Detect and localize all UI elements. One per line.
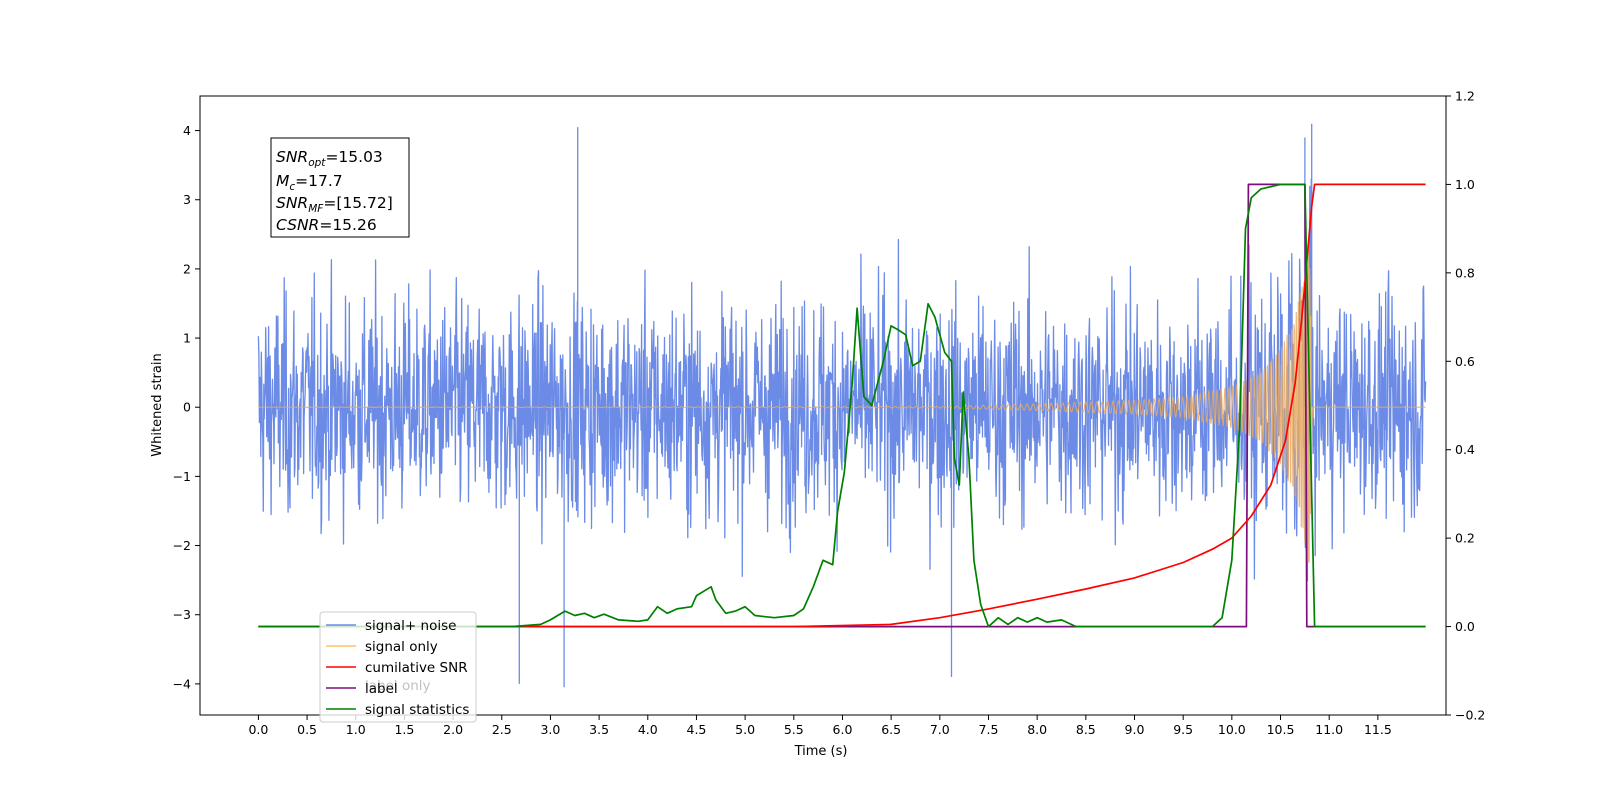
x-tick-label: 10.5 bbox=[1267, 722, 1295, 737]
x-tick-label: 2.0 bbox=[443, 722, 463, 737]
legend-label-signal-only: signal only bbox=[365, 639, 438, 655]
legend-label-label: label bbox=[365, 681, 398, 697]
x-tick-label: 4.5 bbox=[687, 722, 707, 737]
y2-axis-ticks: −0.2 0.0 0.2 0.4 0.6 0.8 1.0 1.2 bbox=[1446, 89, 1485, 723]
y-tick-label: −3 bbox=[173, 607, 191, 622]
y2-tick-label: −0.2 bbox=[1455, 708, 1485, 723]
y2-tick-label: 1.2 bbox=[1455, 89, 1475, 104]
x-tick-label: 3.0 bbox=[540, 722, 560, 737]
y2-tick-label: 0.8 bbox=[1455, 265, 1475, 280]
x-tick-label: 10.0 bbox=[1218, 722, 1246, 737]
x-tick-label: 8.5 bbox=[1076, 722, 1096, 737]
x-tick-label: 1.0 bbox=[346, 722, 366, 737]
x-tick-label: 7.0 bbox=[930, 722, 950, 737]
y-axis-label: Whitened strain bbox=[150, 353, 165, 456]
x-tick-label: 8.0 bbox=[1027, 722, 1047, 737]
annotation-line-snr-opt: SNRopt=15.03 bbox=[276, 148, 383, 169]
x-tick-label: 11.0 bbox=[1315, 722, 1343, 737]
legend-label-signal-statistics: signal statistics bbox=[365, 702, 469, 718]
y-tick-label: −4 bbox=[173, 676, 191, 691]
y-tick-label: 0 bbox=[183, 400, 191, 415]
x-tick-label: 5.0 bbox=[735, 722, 755, 737]
legend-entry-signal-statistics: signal statistics bbox=[326, 702, 469, 718]
x-tick-label: 6.5 bbox=[881, 722, 901, 737]
legend-entry-signal-only: signal only bbox=[326, 639, 438, 655]
x-tick-label: 4.0 bbox=[638, 722, 658, 737]
legend-frame bbox=[319, 611, 477, 723]
y-tick-label: −1 bbox=[173, 469, 191, 484]
legend-entry-cumilative-snr: cumilative SNR bbox=[326, 660, 468, 676]
x-tick-label: 0.5 bbox=[297, 722, 317, 737]
legend-entry-label: label bbox=[326, 681, 398, 697]
legend: label only signal+ noise signal only cum… bbox=[319, 611, 477, 723]
x-tick-label: 5.5 bbox=[784, 722, 804, 737]
annotation-line-snr-mf: SNRMF=[15.72] bbox=[276, 194, 393, 215]
x-tick-label: 9.0 bbox=[1125, 722, 1145, 737]
x-tick-label: 0.0 bbox=[248, 722, 268, 737]
y-axis-ticks: −4 −3 −2 −1 0 1 2 3 4 bbox=[173, 123, 200, 691]
y-tick-label: −2 bbox=[173, 538, 191, 553]
y2-tick-label: 0.6 bbox=[1455, 354, 1475, 369]
x-tick-label: 3.5 bbox=[589, 722, 609, 737]
plot-area bbox=[199, 95, 1447, 716]
annotation-box: SNRopt=15.03 Mc=17.7 SNRMF=[15.72] CSNR=… bbox=[270, 137, 410, 238]
axes-frame bbox=[199, 95, 1447, 716]
x-tick-label: 11.5 bbox=[1364, 722, 1392, 737]
series-signal-only bbox=[258, 238, 1426, 563]
y2-tick-label: 0.4 bbox=[1455, 442, 1475, 457]
annotation-line-mc: Mc=17.7 bbox=[276, 172, 343, 193]
legend-entry-signal-noise: signal+ noise bbox=[326, 618, 456, 634]
series-layer bbox=[257, 123, 1427, 688]
y-tick-label: 3 bbox=[183, 192, 191, 207]
legend-label-signal-noise: signal+ noise bbox=[365, 618, 456, 634]
annotation-frame bbox=[270, 137, 410, 238]
legend-hidden-label: label only bbox=[365, 678, 431, 694]
y-tick-label: 4 bbox=[183, 123, 191, 138]
x-tick-label: 1.5 bbox=[394, 722, 414, 737]
x-tick-label: 9.5 bbox=[1173, 722, 1193, 737]
y-tick-label: 2 bbox=[183, 261, 191, 276]
y2-tick-label: 1.0 bbox=[1455, 177, 1475, 192]
annotation-line-csnr: CSNR=15.26 bbox=[276, 216, 377, 234]
x-tick-label: 6.0 bbox=[833, 722, 853, 737]
y2-tick-label: 0.0 bbox=[1455, 619, 1475, 634]
x-axis-ticks: 0.0 0.5 1.0 1.5 2.0 2.5 3.0 3.5 4.0 4.5 5.0 5.5 6.0 6… bbox=[248, 715, 1392, 737]
series-signal-statistics bbox=[258, 183, 1426, 628]
x-axis-label: Time (s) bbox=[794, 744, 848, 759]
legend-label-cumilative-snr: cumilative SNR bbox=[365, 660, 468, 676]
x-tick-label: 2.5 bbox=[492, 722, 512, 737]
y2-tick-label: 0.2 bbox=[1455, 531, 1475, 546]
x-tick-label: 7.5 bbox=[979, 722, 999, 737]
y-tick-label: 1 bbox=[183, 331, 191, 346]
